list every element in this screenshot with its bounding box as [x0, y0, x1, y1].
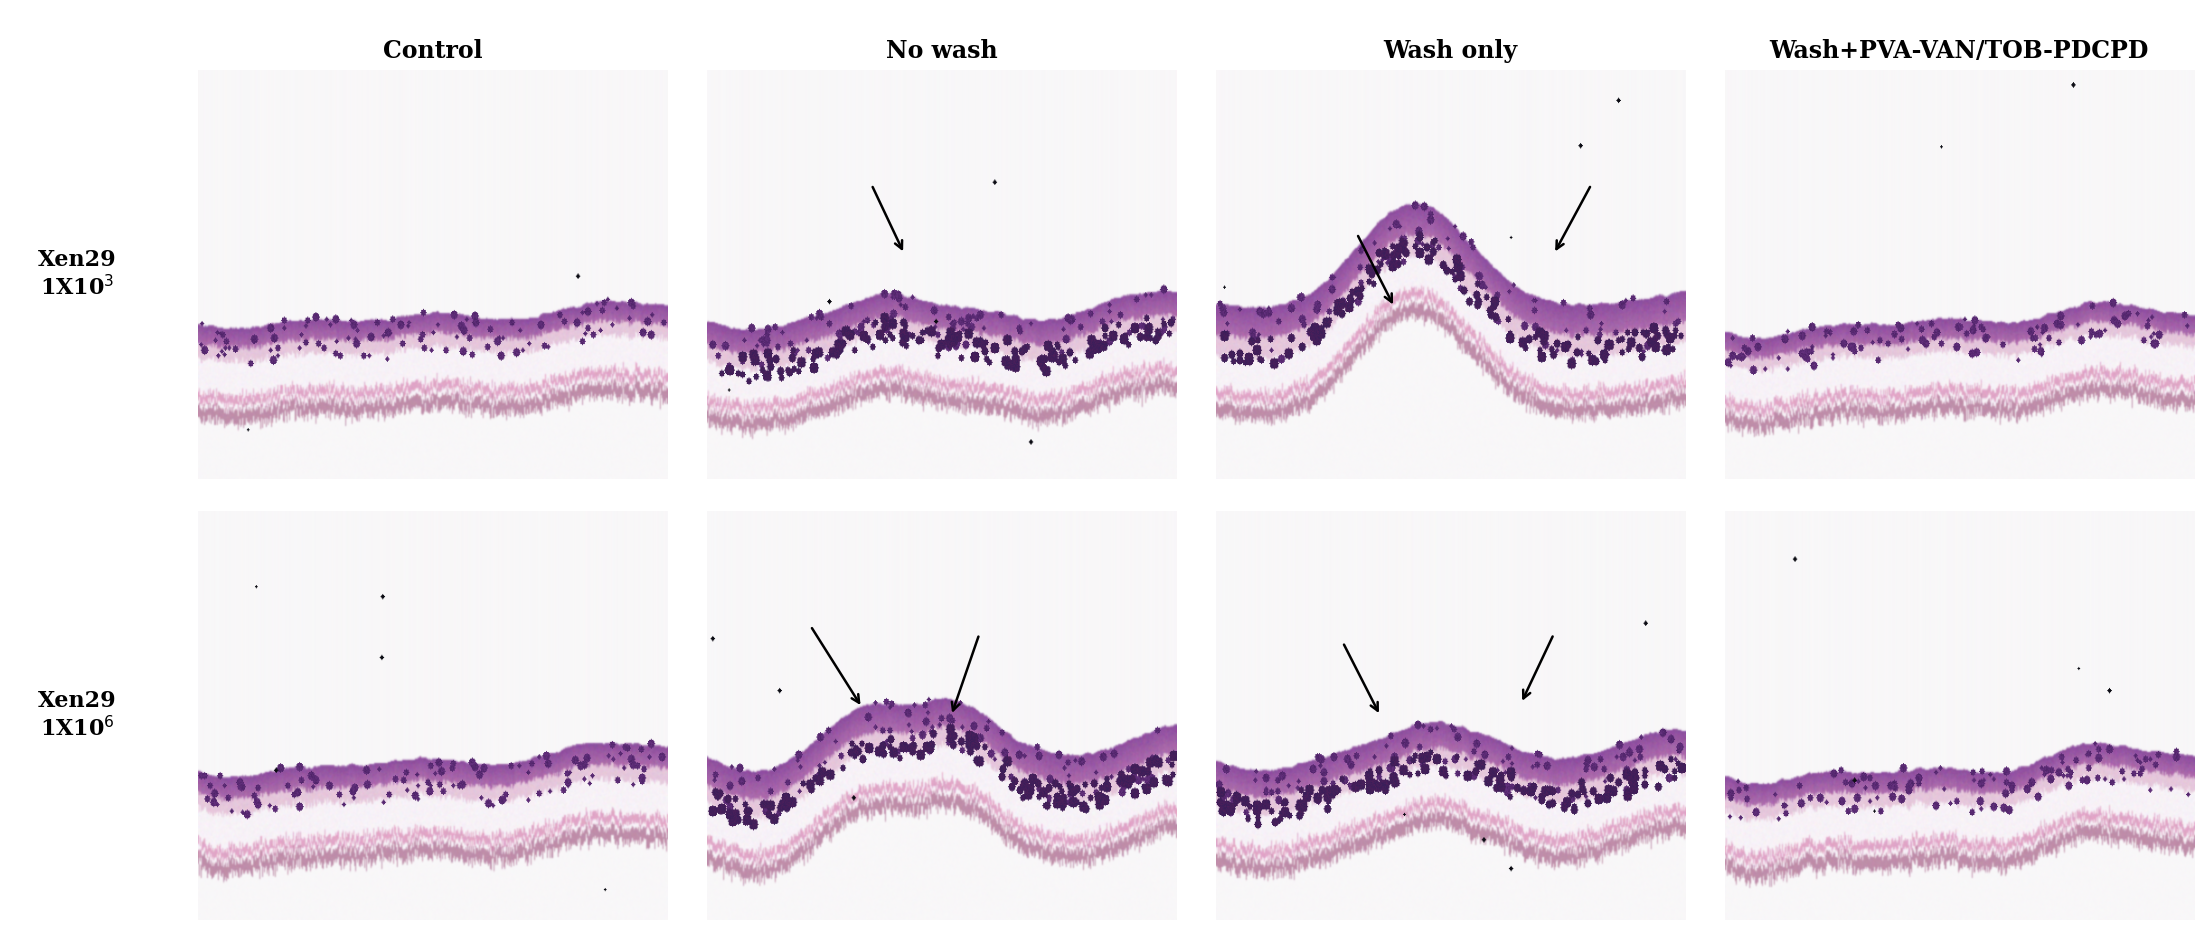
Text: Xen29
1X10$^6$: Xen29 1X10$^6$	[37, 690, 117, 742]
Text: Xen29
1X10$^3$: Xen29 1X10$^3$	[37, 248, 117, 300]
Text: No wash: No wash	[886, 38, 997, 63]
Text: Wash+PVA-VAN/TOB-PDCPD: Wash+PVA-VAN/TOB-PDCPD	[1771, 38, 2150, 63]
Text: Control: Control	[384, 38, 483, 63]
Text: Wash only: Wash only	[1383, 38, 1517, 63]
